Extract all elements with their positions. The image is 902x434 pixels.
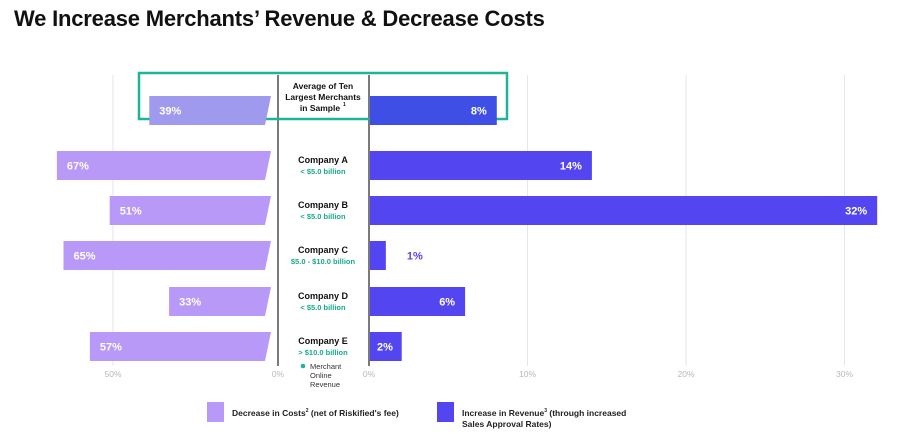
merchant-revenue-dot — [300, 363, 306, 369]
center-label-line-3: Revenue — [310, 380, 340, 389]
cost-bar-1 — [56, 151, 272, 180]
tick-right-3: 30% — [836, 369, 853, 379]
cost-value-label-3: 65% — [74, 251, 96, 263]
company-name-4: Company D — [298, 291, 349, 301]
page-title: We Increase Merchants’ Revenue & Decreas… — [14, 6, 545, 31]
revenue-bar-1 — [370, 151, 592, 180]
center-label-line-1: Merchant — [310, 362, 342, 371]
revenue-value-label-1: 14% — [560, 161, 582, 173]
revenue-bar-3 — [370, 241, 386, 270]
legend-label-cost-suffix: (net of Riskified's fee) — [308, 407, 399, 418]
legend-footnote-cost: 2 — [305, 408, 309, 414]
legend-item-cost: Decrease in Costs2 (net of Riskified's f… — [207, 402, 399, 424]
average-label-line-2: Largest Merchants — [285, 92, 361, 102]
cost-bar-2 — [109, 196, 271, 225]
company-name-2: Company B — [298, 200, 349, 210]
legend-label-revenue-line2: Sales Approval Rates) — [462, 418, 552, 429]
revenue-bar-5 — [370, 332, 402, 361]
legend-footnote-revenue: 3 — [544, 408, 547, 414]
cost-bar-4 — [169, 287, 271, 316]
legend-item-revenue: Increase in Revenue3 (through increased … — [437, 402, 627, 429]
revenue-value-label-3: 1% — [407, 251, 423, 263]
average-label-line-1: Average of Ten — [293, 81, 353, 91]
revenue-bar-0 — [370, 96, 497, 125]
cost-value-label-5: 57% — [100, 342, 122, 354]
legend-label-cost: Decrease in Costs — [232, 407, 306, 418]
legend-label-revenue: Increase in Revenue — [462, 407, 545, 418]
cost-bar-5 — [89, 332, 272, 361]
company-name-1: Company A — [298, 155, 348, 165]
legend-swatch-revenue — [437, 402, 454, 422]
company-revenue-range-3: $5.0 - $10.0 billion — [291, 257, 356, 266]
legend-label-revenue-suffix: (through increased — [547, 407, 627, 418]
cost-value-label-0: 39% — [159, 106, 181, 118]
revenue-value-label-5: 2% — [377, 342, 393, 354]
revenue-value-label-2: 32% — [845, 206, 867, 218]
cost-value-label-4: 33% — [179, 297, 201, 309]
revenue-bar-4 — [370, 287, 466, 316]
average-highlight-box — [137, 71, 509, 121]
center-label-line-2: Online — [310, 371, 332, 380]
company-revenue-range-2: < $5.0 billion — [300, 212, 346, 221]
legend-swatch-cost — [207, 402, 224, 422]
tick-left-0: 0% — [272, 369, 285, 379]
cost-value-label-2: 51% — [120, 206, 142, 218]
revenue-value-label-0: 8% — [471, 106, 487, 118]
company-revenue-range-1: < $5.0 billion — [300, 167, 346, 176]
cost-bar-3 — [63, 241, 271, 270]
revenue-bar-2 — [370, 196, 878, 225]
cost-bar-0 — [149, 96, 271, 125]
company-revenue-range-4: < $5.0 billion — [300, 303, 346, 312]
tick-right-0: 0% — [363, 369, 376, 379]
revenue-value-label-4: 6% — [439, 297, 455, 309]
tick-right-2: 20% — [677, 369, 694, 379]
average-label-footnote: 1 — [343, 102, 346, 108]
average-label-line-3: in Sample — [300, 103, 340, 113]
tick-left-50: 50% — [104, 369, 121, 379]
company-name-5: Company E — [298, 336, 348, 346]
tick-right-1: 10% — [519, 369, 536, 379]
cost-value-label-1: 67% — [67, 161, 89, 173]
company-revenue-range-5: > $10.0 billion — [298, 348, 348, 357]
company-name-3: Company C — [298, 245, 349, 255]
